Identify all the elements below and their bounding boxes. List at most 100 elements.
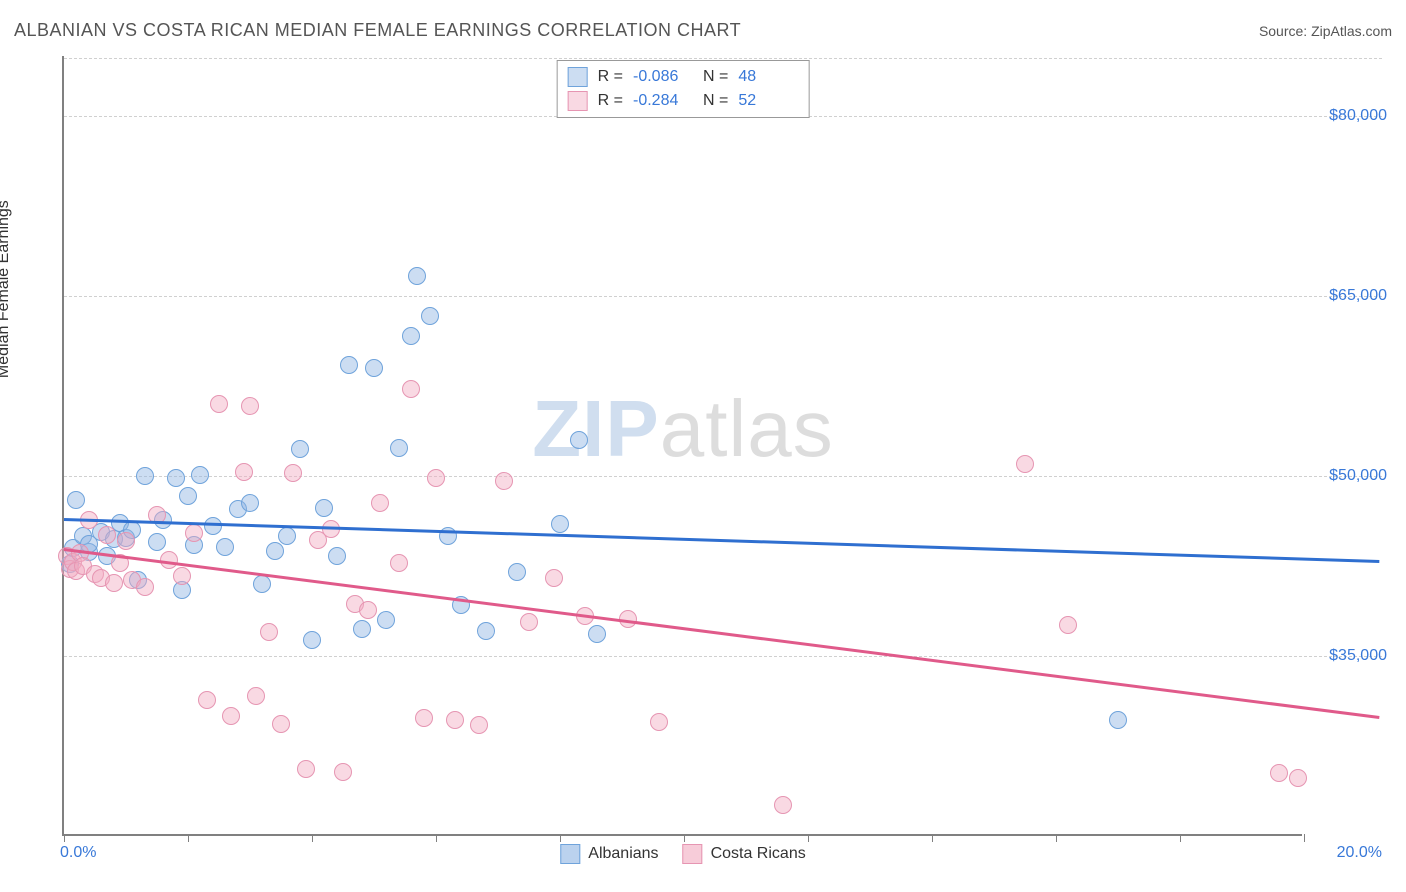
data-point: [167, 469, 185, 487]
data-point: [266, 542, 284, 560]
data-point: [241, 494, 259, 512]
x-tick: [1180, 834, 1181, 842]
x-tick: [312, 834, 313, 842]
data-point: [1270, 764, 1288, 782]
stats-legend: R =-0.086N =48R =-0.284N =52: [557, 60, 810, 118]
data-point: [551, 515, 569, 533]
data-point: [570, 431, 588, 449]
data-point: [272, 715, 290, 733]
data-point: [191, 466, 209, 484]
series-legend-item: Costa Ricans: [683, 844, 806, 864]
data-point: [477, 622, 495, 640]
x-tick: [684, 834, 685, 842]
gridline: [64, 476, 1382, 477]
data-point: [377, 611, 395, 629]
y-tick-label: $80,000: [1329, 107, 1387, 125]
data-point: [390, 439, 408, 457]
data-point: [470, 716, 488, 734]
x-tick: [932, 834, 933, 842]
data-point: [1109, 711, 1127, 729]
x-max-label: 20.0%: [1337, 844, 1382, 862]
data-point: [210, 395, 228, 413]
y-tick-label: $50,000: [1329, 467, 1387, 485]
gridline: [64, 58, 1382, 59]
data-point: [427, 469, 445, 487]
data-point: [278, 527, 296, 545]
data-point: [520, 613, 538, 631]
data-point: [1016, 455, 1034, 473]
data-point: [291, 440, 309, 458]
data-point: [173, 567, 191, 585]
data-point: [508, 563, 526, 581]
watermark: ZIPatlas: [532, 383, 833, 475]
legend-swatch: [683, 844, 703, 864]
data-point: [253, 575, 271, 593]
stats-legend-row: R =-0.086N =48: [568, 65, 799, 89]
legend-swatch: [568, 91, 588, 111]
data-point: [198, 691, 216, 709]
data-point: [390, 554, 408, 572]
data-point: [222, 707, 240, 725]
data-point: [371, 494, 389, 512]
data-point: [334, 763, 352, 781]
data-point: [365, 359, 383, 377]
series-legend-item: Albanians: [560, 844, 658, 864]
data-point: [179, 487, 197, 505]
data-point: [235, 463, 253, 481]
data-point: [415, 709, 433, 727]
data-point: [148, 533, 166, 551]
data-point: [241, 397, 259, 415]
data-point: [136, 578, 154, 596]
data-point: [340, 356, 358, 374]
data-point: [588, 625, 606, 643]
data-point: [98, 526, 116, 544]
y-axis-label: Median Female Earnings: [0, 200, 13, 378]
gridline: [64, 656, 1382, 657]
x-tick: [1304, 834, 1305, 842]
data-point: [402, 380, 420, 398]
legend-swatch: [560, 844, 580, 864]
x-min-label: 0.0%: [60, 844, 96, 862]
data-point: [421, 307, 439, 325]
y-tick-label: $35,000: [1329, 647, 1387, 665]
gridline: [64, 296, 1382, 297]
data-point: [303, 631, 321, 649]
data-point: [117, 532, 135, 550]
y-tick-label: $65,000: [1329, 287, 1387, 305]
data-point: [353, 620, 371, 638]
data-point: [247, 687, 265, 705]
x-tick: [808, 834, 809, 842]
x-tick: [1056, 834, 1057, 842]
chart-container: Median Female Earnings ZIPatlas R =-0.08…: [14, 48, 1392, 868]
x-tick: [560, 834, 561, 842]
data-point: [328, 547, 346, 565]
data-point: [495, 472, 513, 490]
data-point: [284, 464, 302, 482]
data-point: [408, 267, 426, 285]
legend-swatch: [568, 67, 588, 87]
data-point: [359, 601, 377, 619]
data-point: [545, 569, 563, 587]
series-legend: Albanians Costa Ricans: [560, 844, 805, 864]
data-point: [260, 623, 278, 641]
data-point: [297, 760, 315, 778]
data-point: [1289, 769, 1307, 787]
data-point: [446, 711, 464, 729]
x-tick: [188, 834, 189, 842]
data-point: [105, 574, 123, 592]
x-tick: [436, 834, 437, 842]
data-point: [216, 538, 234, 556]
data-point: [136, 467, 154, 485]
page-title: ALBANIAN VS COSTA RICAN MEDIAN FEMALE EA…: [14, 20, 741, 41]
source-label: Source: ZipAtlas.com: [1259, 23, 1392, 39]
x-tick: [64, 834, 65, 842]
stats-legend-row: R =-0.284N =52: [568, 89, 799, 113]
data-point: [185, 524, 203, 542]
data-point: [774, 796, 792, 814]
data-point: [650, 713, 668, 731]
data-point: [1059, 616, 1077, 634]
data-point: [402, 327, 420, 345]
plot-area: ZIPatlas R =-0.086N =48R =-0.284N =52 0.…: [62, 56, 1302, 836]
data-point: [315, 499, 333, 517]
data-point: [67, 491, 85, 509]
